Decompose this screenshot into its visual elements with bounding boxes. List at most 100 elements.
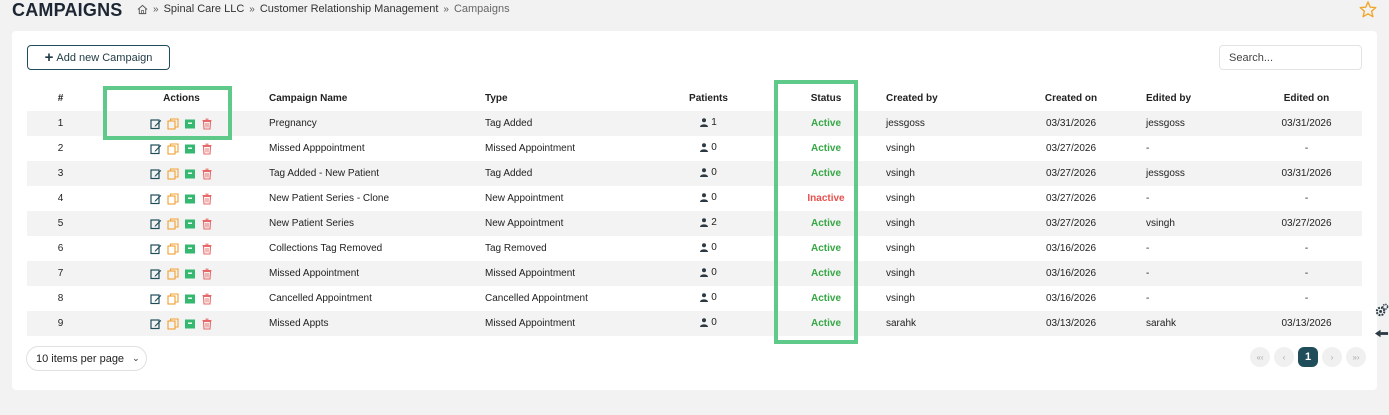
edit-button[interactable] [150, 293, 162, 305]
trash-button[interactable] [201, 118, 213, 130]
patients-count-link[interactable]: 0 [700, 192, 717, 203]
home-icon[interactable] [137, 4, 148, 15]
campaign-name[interactable]: New Patient Series - Clone [269, 193, 390, 204]
page-button-current[interactable]: 1 [1298, 347, 1318, 367]
user-icon [700, 318, 709, 327]
add-campaign-button[interactable]: + Add new Campaign [27, 45, 170, 70]
trash-button[interactable] [201, 293, 213, 305]
edit-button[interactable] [150, 193, 162, 205]
archive-button[interactable] [184, 168, 196, 180]
edit-button[interactable] [150, 243, 162, 255]
campaign-name[interactable]: Missed Appointment [269, 261, 485, 286]
column-header-created-by[interactable]: Created by [886, 92, 938, 104]
copy-button[interactable] [167, 192, 179, 205]
campaign-name[interactable]: New Patient Series [269, 211, 485, 236]
edited-on: 03/31/2026 [1251, 161, 1362, 186]
archive-button[interactable] [184, 143, 196, 155]
trash-icon [201, 293, 213, 305]
edit-button[interactable] [150, 268, 162, 280]
patients-count-link[interactable]: 1 [700, 117, 717, 128]
edit-button[interactable] [150, 318, 162, 330]
archive-button[interactable] [184, 318, 196, 330]
add-campaign-label: Add new Campaign [56, 51, 153, 64]
table-row: 9 Missed Appts Missed Appointment 0 Active sa… [27, 311, 1362, 336]
patients-count-link[interactable]: 0 [700, 292, 717, 303]
archive-button[interactable] [184, 118, 196, 130]
user-icon [700, 193, 709, 202]
column-header-number[interactable]: # [57, 92, 64, 104]
edit-button[interactable] [150, 143, 162, 155]
created-on: 03/27/2026 [996, 161, 1146, 186]
row-number: 5 [27, 211, 94, 236]
copy-button[interactable] [167, 242, 179, 255]
campaign-name[interactable]: Missed Appts [269, 311, 485, 336]
edit-button[interactable] [150, 218, 162, 230]
copy-icon [167, 292, 179, 305]
copy-button[interactable] [167, 142, 179, 155]
search-input[interactable] [1219, 45, 1362, 70]
status-badge: Active [810, 243, 841, 254]
created-by: vsingh [886, 143, 915, 154]
previous-page-button[interactable]: ‹ [1274, 347, 1294, 367]
created-on: 03/27/2026 [996, 211, 1146, 236]
trash-button[interactable] [201, 318, 213, 330]
trash-button[interactable] [201, 193, 213, 205]
column-header-edited-on[interactable]: Edited on [1283, 92, 1330, 104]
edit-button[interactable] [150, 168, 162, 180]
edit-button[interactable] [150, 118, 162, 130]
breadcrumb-item-organization[interactable]: Spinal Care LLC [163, 3, 245, 15]
copy-button[interactable] [167, 292, 179, 305]
created-by: vsingh [886, 161, 996, 186]
archive-button[interactable] [184, 193, 196, 205]
patients-count-link[interactable]: 0 [700, 267, 717, 278]
row-number: 7 [27, 261, 94, 286]
items-per-page-select[interactable]: 10 items per page ⌄ [26, 346, 147, 371]
copy-button[interactable] [167, 317, 179, 330]
column-header-created-on[interactable]: Created on [1044, 92, 1098, 104]
edit-icon [150, 293, 162, 305]
column-header-campaign-name[interactable]: Campaign Name [269, 92, 348, 104]
trash-button[interactable] [201, 218, 213, 230]
next-page-button[interactable]: › [1322, 347, 1342, 367]
trash-button[interactable] [201, 243, 213, 255]
first-page-button[interactable]: «‹ [1250, 347, 1270, 367]
campaign-name[interactable]: Pregnancy [269, 111, 485, 136]
patients-count-link[interactable]: 0 [700, 167, 717, 178]
last-page-button[interactable]: »› [1346, 347, 1366, 367]
column-header-type[interactable]: Type [485, 92, 508, 104]
favorite-star-icon[interactable] [1358, 0, 1378, 20]
patients-count: 0 [711, 167, 717, 178]
patients-count-link[interactable]: 2 [700, 217, 717, 228]
campaign-name[interactable]: Tag Added - New Patient [269, 161, 485, 186]
patients-cell: 0 [651, 286, 766, 311]
column-header-edited-by[interactable]: Edited by [1146, 92, 1192, 104]
archive-button[interactable] [184, 218, 196, 230]
trash-button[interactable] [201, 143, 213, 155]
patients-count: 0 [711, 242, 717, 253]
copy-button[interactable] [167, 267, 179, 280]
settings-gear-icon[interactable] [1374, 303, 1389, 318]
column-header-patients[interactable]: Patients [689, 92, 728, 104]
archive-button[interactable] [184, 243, 196, 255]
column-header-status[interactable]: Status [810, 92, 842, 104]
campaign-name[interactable]: Missed Apppointment [269, 143, 365, 154]
campaign-name[interactable]: Cancelled Appointment [269, 293, 372, 304]
archive-button[interactable] [184, 293, 196, 305]
trash-button[interactable] [201, 268, 213, 280]
row-number: 2 [57, 143, 64, 154]
trash-button[interactable] [201, 168, 213, 180]
patients-count-link[interactable]: 0 [700, 242, 717, 253]
archive-button[interactable] [184, 268, 196, 280]
copy-button[interactable] [167, 167, 179, 180]
patients-cell: 2 [651, 211, 766, 236]
key-icon[interactable] [1374, 326, 1389, 341]
copy-button[interactable] [167, 217, 179, 230]
campaign-type: Missed Appointment [485, 311, 651, 336]
patients-count-link[interactable]: 0 [700, 142, 717, 153]
copy-button[interactable] [167, 117, 179, 130]
breadcrumb-item-crm[interactable]: Customer Relationship Management [259, 3, 439, 15]
campaign-name[interactable]: Collections Tag Removed [269, 243, 383, 254]
row-number: 6 [57, 243, 64, 254]
edited-on: 03/27/2026 [1251, 211, 1362, 236]
patients-count-link[interactable]: 0 [700, 317, 717, 328]
